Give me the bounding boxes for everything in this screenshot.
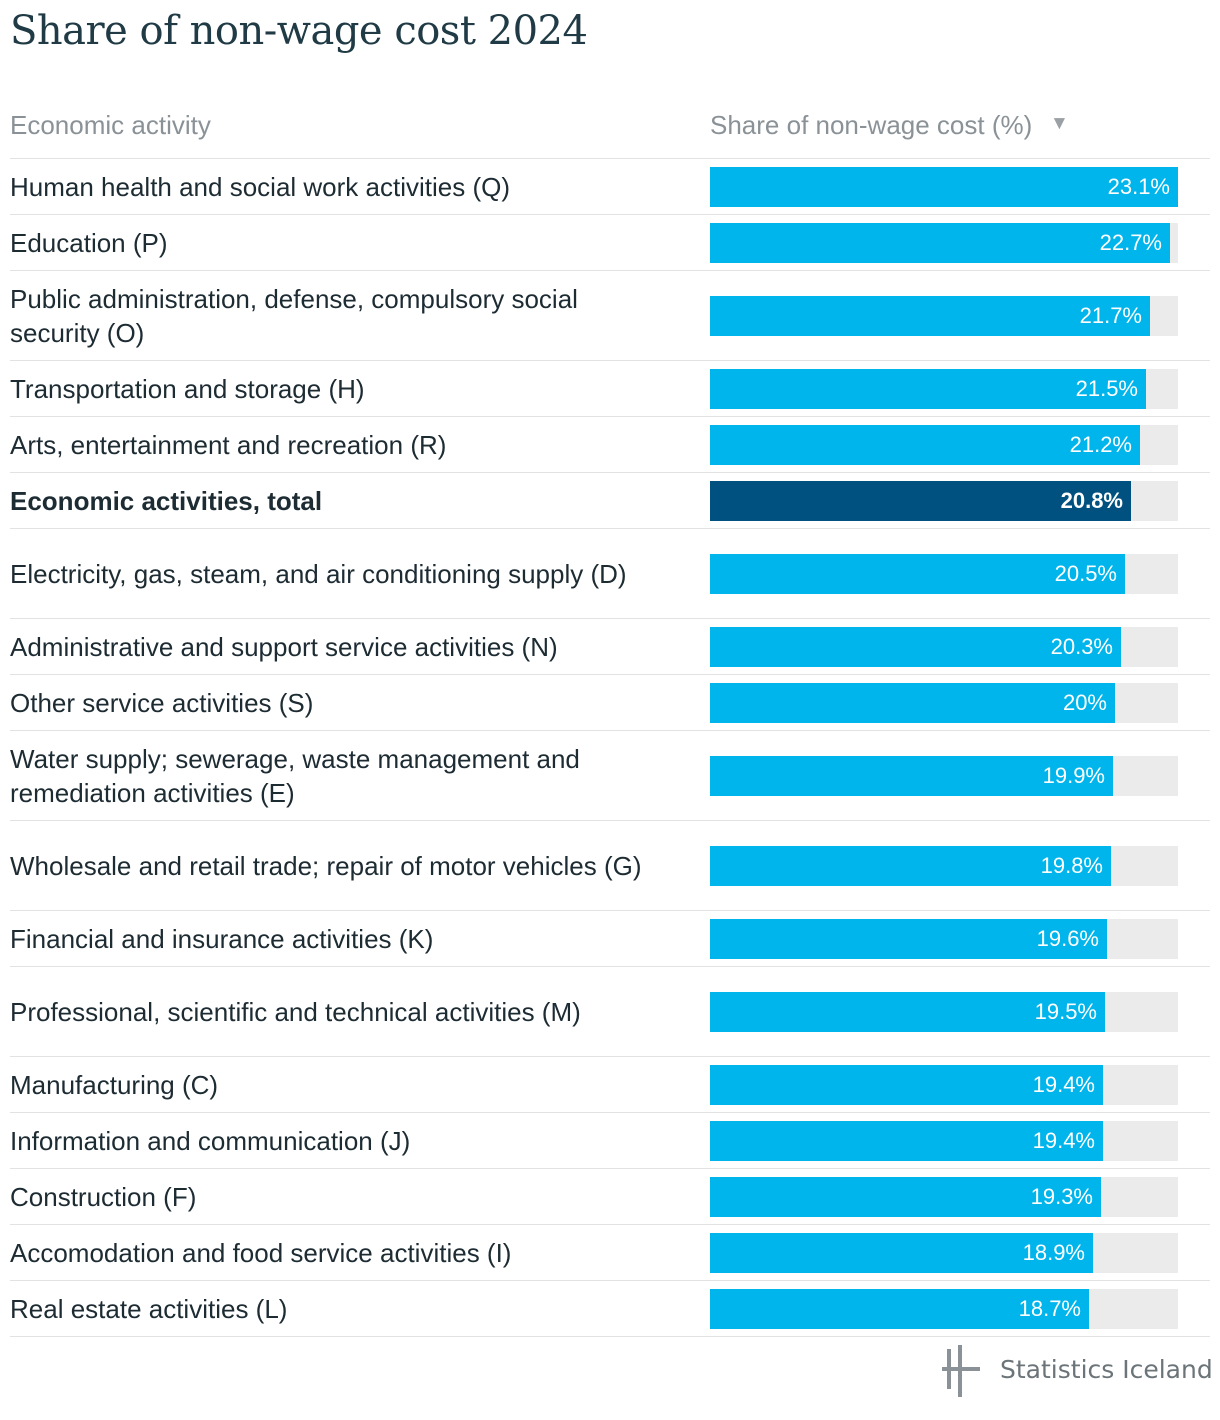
bar[interactable]: [710, 553, 1125, 594]
logo-text: Statistics Iceland: [1000, 1355, 1213, 1384]
bar-track: 19.6%: [710, 918, 1178, 959]
value-label: 19.3%: [1030, 1183, 1093, 1209]
value-label: 23.1%: [1107, 173, 1170, 199]
bar[interactable]: [710, 222, 1170, 263]
bar-row: Wholesale and retail trade; repair of mo…: [10, 821, 1210, 911]
value-label: 19.4%: [1032, 1071, 1095, 1097]
value-label: 21.5%: [1075, 375, 1138, 401]
bar-track: 20.8%: [710, 480, 1178, 521]
category-label: Information and communication (J): [10, 1125, 411, 1156]
bar[interactable]: [710, 424, 1140, 465]
bar-track: 18.9%: [710, 1232, 1178, 1273]
category-label: Transportation and storage (H): [10, 373, 365, 404]
bar-row: Manufacturing (C) 19.4%: [10, 1057, 1210, 1113]
bar-row: Education (P) 22.7%: [10, 215, 1210, 271]
value-label: 18.7%: [1018, 1295, 1081, 1321]
value-label: 19.5%: [1034, 998, 1097, 1024]
value-label: 20%: [1062, 689, 1107, 715]
category-label: Education (P): [10, 227, 168, 258]
value-label: 20.3%: [1050, 633, 1113, 659]
bar-row: Real estate activities (L) 18.7%: [10, 1281, 1210, 1337]
bar[interactable]: [710, 1064, 1103, 1105]
category-label: Other service activities (S): [10, 687, 314, 718]
category-label: Real estate activities (L): [10, 1293, 288, 1324]
category-label: Public administration, defense, compulso…: [10, 283, 578, 348]
bar-track: 21.2%: [710, 424, 1178, 465]
category-label: Financial and insurance activities (K): [10, 923, 434, 954]
value-label: 19.4%: [1032, 1127, 1095, 1153]
bar-track: 23.1%: [710, 166, 1178, 207]
bar[interactable]: [710, 918, 1107, 959]
bar-row: Arts, entertainment and recreation (R) 21…: [10, 417, 1210, 473]
bar-track: 18.7%: [710, 1288, 1178, 1329]
bar-track: 19.5%: [710, 991, 1178, 1032]
value-label: 21.7%: [1079, 302, 1142, 328]
bar-row: Public administration, defense, compulso…: [10, 271, 1210, 361]
bar[interactable]: [710, 991, 1105, 1032]
bar-track: 21.5%: [710, 368, 1178, 409]
column-header-share[interactable]: Share of non-wage cost (%): [710, 110, 1033, 140]
bar[interactable]: [710, 295, 1150, 336]
bar[interactable]: [710, 166, 1178, 207]
value-label: 19.6%: [1036, 925, 1099, 951]
value-label: 20.5%: [1054, 560, 1117, 586]
sort-descending-icon[interactable]: ▼: [1050, 113, 1069, 134]
bar-row: Financial and insurance activities (K) 19…: [10, 911, 1210, 967]
bar[interactable]: [710, 755, 1113, 796]
bar[interactable]: [710, 480, 1131, 521]
bar-track: 19.3%: [710, 1176, 1178, 1217]
bar-row: Administrative and support service activ…: [10, 619, 1210, 675]
table-header: Economic activity Share of non-wage cost…: [10, 96, 1210, 159]
bar-row: Economic activities, total 20.8%: [10, 473, 1210, 529]
bar-row: Water supply; sewerage, waste management…: [10, 731, 1210, 821]
category-label: Manufacturing (C): [10, 1069, 219, 1100]
bar-row: Electricity, gas, steam, and air conditi…: [10, 529, 1210, 619]
bar-track: 20.5%: [710, 553, 1178, 594]
category-label: Water supply; sewerage, waste management…: [10, 743, 580, 808]
bar-track: 22.7%: [710, 222, 1178, 263]
category-label: Human health and social work activities …: [10, 171, 510, 202]
bar[interactable]: [710, 368, 1146, 409]
value-label: 18.9%: [1022, 1239, 1085, 1265]
category-label: Electricity, gas, steam, and air conditi…: [10, 558, 627, 589]
bar-row: Human health and social work activities …: [10, 159, 1210, 215]
value-label: 19.9%: [1042, 762, 1105, 788]
bar-row: Information and communication (J) 19.4%: [10, 1113, 1210, 1169]
bar[interactable]: [710, 1176, 1101, 1217]
bar-row: Other service activities (S) 20%: [10, 675, 1210, 731]
category-label: Arts, entertainment and recreation (R): [10, 429, 447, 460]
category-label: Administrative and support service activ…: [10, 631, 558, 662]
statistics-iceland-logo: Statistics Iceland: [940, 1343, 1213, 1399]
bar-row: Construction (F) 19.3%: [10, 1169, 1210, 1225]
category-label: Wholesale and retail trade; repair of mo…: [10, 850, 642, 881]
bar[interactable]: [710, 682, 1115, 723]
value-label: 21.2%: [1069, 431, 1132, 457]
bar-track: 21.7%: [710, 295, 1178, 336]
category-label: Economic activities, total: [10, 485, 323, 516]
bar-track: 19.4%: [710, 1120, 1178, 1161]
bar-row: Transportation and storage (H) 21.5%: [10, 361, 1210, 417]
bar-track: 19.4%: [710, 1064, 1178, 1105]
bar-row: Accomodation and food service activities…: [10, 1225, 1210, 1281]
category-label: Construction (F): [10, 1181, 197, 1212]
category-label: Professional, scientific and technical a…: [10, 996, 581, 1027]
bar-track: 20%: [710, 682, 1178, 723]
bar-track: 19.8%: [710, 845, 1178, 886]
category-label: Accomodation and food service activities…: [10, 1237, 512, 1268]
chart-title: Share of non-wage cost 2024: [10, 8, 588, 54]
value-label: 20.8%: [1060, 487, 1123, 513]
bar[interactable]: [710, 1232, 1093, 1273]
bar-rows: Human health and social work activities …: [10, 159, 1210, 1337]
bar[interactable]: [710, 845, 1111, 886]
bar-row: Professional, scientific and technical a…: [10, 967, 1210, 1057]
statistics-iceland-logo-icon: [942, 1345, 980, 1397]
column-header-activity[interactable]: Economic activity: [10, 110, 211, 140]
bar[interactable]: [710, 1288, 1089, 1329]
value-label: 22.7%: [1099, 229, 1162, 255]
bar[interactable]: [710, 626, 1121, 667]
value-label: 19.8%: [1040, 852, 1103, 878]
bar-track: 19.9%: [710, 755, 1178, 796]
bar-track: 20.3%: [710, 626, 1178, 667]
bar[interactable]: [710, 1120, 1103, 1161]
